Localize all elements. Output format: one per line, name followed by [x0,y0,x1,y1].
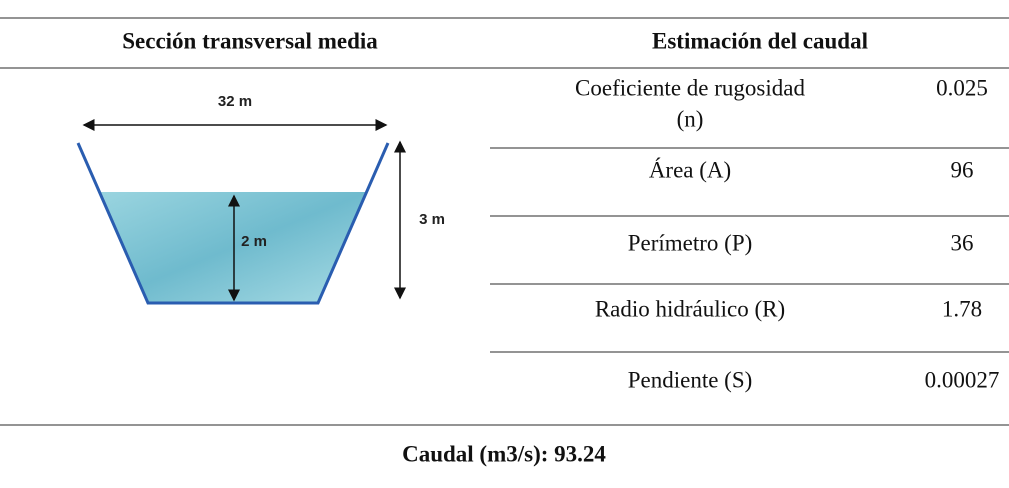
water-depth-label: 2 m [241,233,267,250]
row-label: Perímetro (P) [628,230,753,255]
row-value: 0.00027 [925,367,1000,392]
header: Estimación del caudal [652,28,868,53]
width-label: 32 m [218,93,252,110]
row-label: Radio hidráulico (R) [595,296,785,321]
row-label: (n) [677,106,704,131]
row-label: Pendiente (S) [628,367,753,392]
row-label: Área (A) [649,157,731,182]
row-value: 96 [951,157,974,182]
header: Sección transversal media [122,28,378,53]
cross-section-diagram: 32 m 2 m 3 m [76,93,445,305]
row-value: 1.78 [942,296,982,321]
row-value: 0.025 [936,75,988,100]
depth-label: 3 m [419,211,445,228]
row-label: Coeficiente de rugosidad [575,75,805,100]
channel-outline [76,142,390,305]
footer: Caudal (m3/s): 93.24 [402,441,606,466]
row-value: 36 [951,230,974,255]
